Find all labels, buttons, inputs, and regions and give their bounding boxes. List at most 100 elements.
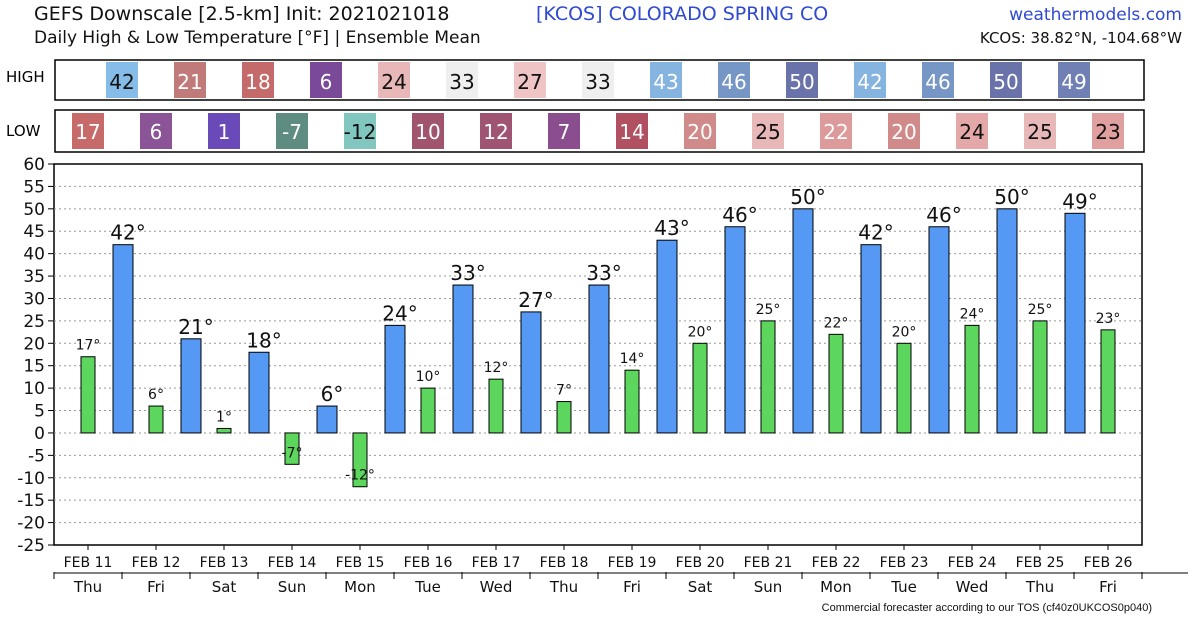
high-bar-label: 33° — [450, 261, 485, 285]
low-cell-value: 17 — [75, 120, 100, 144]
high-bar-label: 27° — [518, 288, 553, 312]
y-tick-label: 30 — [23, 289, 45, 309]
high-cell — [650, 62, 682, 98]
low-bar — [216, 427, 232, 434]
high-cell-value: 46 — [721, 70, 746, 94]
low-cell — [752, 113, 784, 149]
high-bar-label: 18° — [246, 328, 281, 352]
high-cell — [990, 62, 1022, 98]
y-tick-label: 5 — [34, 402, 45, 422]
footer-note: Commercial forecaster according to our T… — [821, 602, 1152, 614]
low-bar-label: 24° — [960, 306, 985, 322]
y-tick-label: -5 — [28, 446, 45, 466]
x-tick-label: FEB 16 — [404, 555, 453, 571]
low-cell — [956, 113, 988, 149]
high-cell — [922, 62, 954, 98]
high-cell — [446, 62, 478, 98]
high-cell-value: 43 — [653, 70, 678, 94]
high-cell — [378, 62, 410, 98]
weekday-label: Sun — [278, 578, 307, 596]
low-bar — [692, 342, 708, 434]
low-bar — [352, 432, 368, 488]
high-cell-value: 42 — [857, 70, 882, 94]
low-cell — [140, 113, 172, 149]
weekday-label: Tue — [414, 578, 441, 596]
high-cell — [514, 62, 546, 98]
low-bar — [964, 324, 980, 434]
high-cell-value: 18 — [245, 70, 270, 94]
high-cell — [854, 62, 886, 98]
high-bar-label: 50° — [790, 185, 825, 209]
low-cell — [616, 113, 648, 149]
x-tick-label: FEB 14 — [268, 555, 317, 571]
low-bar — [420, 387, 436, 434]
low-cell — [820, 113, 852, 149]
weekday-label: Wed — [956, 578, 989, 596]
x-tick-label: FEB 19 — [608, 555, 657, 571]
high-bar — [452, 284, 474, 434]
high-cell-value: 27 — [517, 70, 542, 94]
y-tick-label: 40 — [23, 245, 45, 265]
high-bar — [928, 226, 950, 434]
low-bar-label: 25° — [1028, 302, 1053, 318]
high-cell-value: 6 — [320, 70, 333, 94]
y-tick-label: 35 — [23, 267, 45, 287]
high-bar — [860, 244, 882, 434]
weekday-label: Tue — [890, 578, 917, 596]
y-tick-label: 50 — [23, 200, 45, 220]
low-cell — [72, 113, 104, 149]
high-cell — [786, 62, 818, 98]
high-bar-label: 46° — [722, 203, 757, 227]
site-link[interactable]: weathermodels.com — [1009, 5, 1182, 25]
high-bar — [656, 239, 678, 434]
weekday-label: Fri — [1099, 578, 1117, 596]
x-tick-label: FEB 22 — [812, 555, 861, 571]
low-cell — [344, 113, 376, 149]
low-cell-value: 20 — [687, 120, 712, 144]
low-cell-value: 25 — [1027, 120, 1052, 144]
low-cell-value: 12 — [483, 120, 508, 144]
weekday-label: Mon — [820, 578, 852, 596]
low-cell — [1092, 113, 1124, 149]
high-cell-value: 46 — [925, 70, 950, 94]
high-cell-value: 21 — [177, 70, 202, 94]
x-tick-label: FEB 15 — [336, 555, 385, 571]
low-cell-value: 6 — [150, 120, 163, 144]
low-bar — [1032, 320, 1048, 434]
high-cell — [242, 62, 274, 98]
low-cell-value: 10 — [415, 120, 440, 144]
low-bar-label: 10° — [416, 369, 441, 385]
high-bar-label: 42° — [858, 221, 893, 245]
low-bar-label: 12° — [484, 360, 509, 376]
low-bar-label: 23° — [1096, 311, 1121, 327]
x-tick-label: FEB 13 — [200, 555, 249, 571]
weekday-label: Wed — [480, 578, 513, 596]
high-cell — [718, 62, 750, 98]
high-cell — [1058, 62, 1090, 98]
low-cell-value: 23 — [1095, 120, 1120, 144]
high-cell-value: 50 — [789, 70, 814, 94]
low-cell-value: 22 — [823, 120, 848, 144]
low-cell-value: 1 — [218, 120, 231, 144]
x-tick-label: FEB 12 — [132, 555, 181, 571]
y-tick-label: 55 — [23, 177, 45, 197]
x-tick-label: FEB 23 — [880, 555, 929, 571]
high-cell-value: 49 — [1061, 70, 1086, 94]
x-tick-label: FEB 25 — [1016, 555, 1065, 571]
high-bar — [520, 311, 542, 434]
low-bar — [760, 320, 776, 434]
x-tick-label: FEB 11 — [64, 555, 113, 571]
low-cell — [888, 113, 920, 149]
low-cell — [480, 113, 512, 149]
low-bar — [488, 378, 504, 434]
high-bar-label: 50° — [994, 185, 1029, 209]
low-cell — [208, 113, 240, 149]
y-tick-label: 60 — [23, 155, 45, 175]
high-bar — [316, 405, 338, 434]
chart-title: GEFS Downscale [2.5-km] Init: 2021021018 — [34, 3, 450, 25]
low-bar-label: -7° — [282, 445, 303, 461]
high-bar-label: 46° — [926, 203, 961, 227]
low-bar — [624, 369, 640, 434]
high-bar-label: 43° — [654, 216, 689, 240]
